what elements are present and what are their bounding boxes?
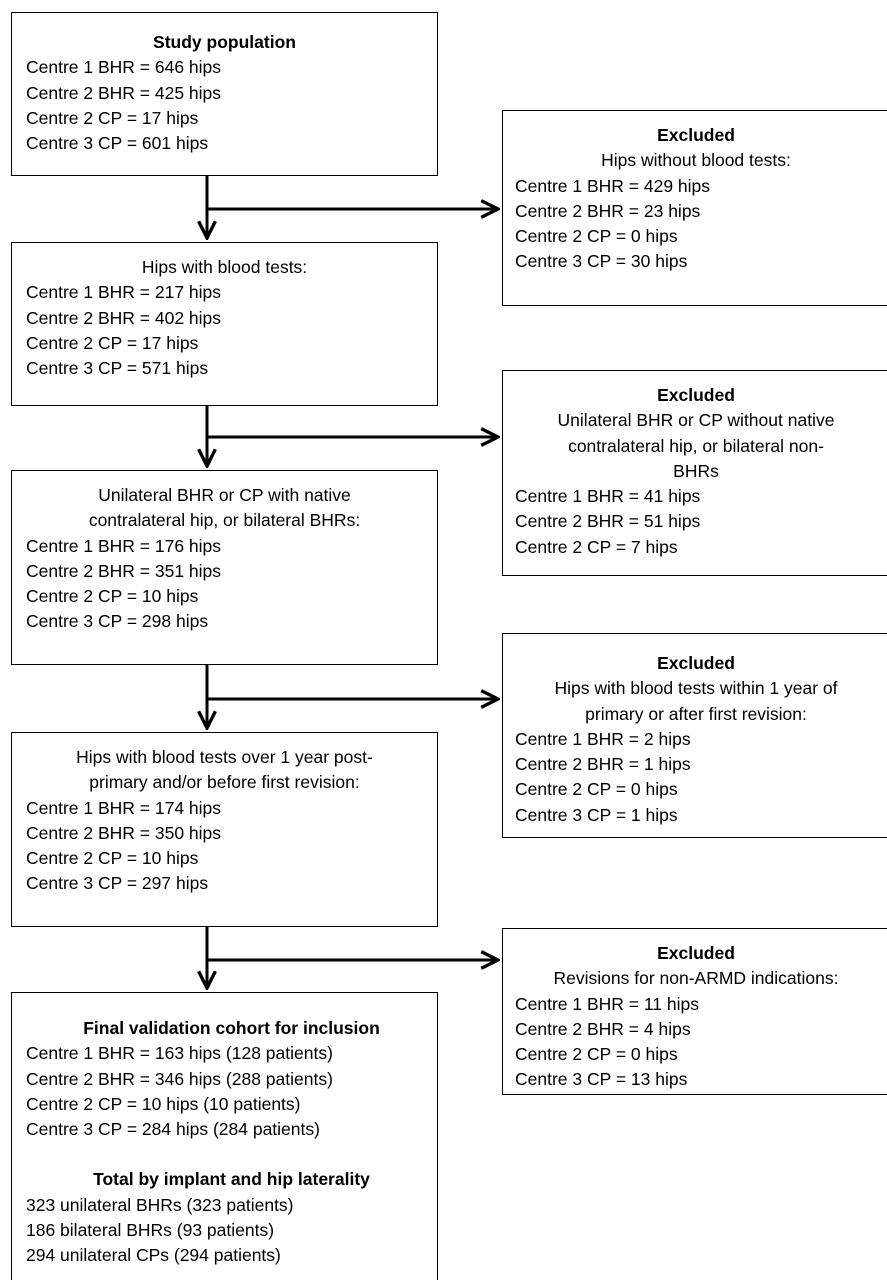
count-line: Centre 3 CP = 1 hips [515, 804, 678, 825]
final-cohort-box: Final validation cohort for inclusion Ce… [11, 992, 438, 1280]
count-line: Centre 3 CP = 297 hips [26, 873, 209, 894]
count-line: Centre 2 BHR = 351 hips [26, 560, 222, 581]
count-line: Centre 3 CP = 571 hips [26, 358, 209, 379]
box-title: Excluded [657, 125, 735, 145]
count-line: Centre 2 CP = 0 hips [515, 1044, 678, 1065]
count-line: Centre 2 CP = 0 hips [515, 779, 678, 800]
box-subtitle: Hips without blood tests: [601, 150, 791, 171]
count-line: Centre 2 BHR = 402 hips [26, 307, 222, 328]
excluded-within-one-year-box: Excluded Hips with blood tests within 1 … [502, 633, 887, 838]
box-title: primary and/or before first revision: [89, 772, 360, 793]
box-title: Hips with blood tests over 1 year post- [76, 747, 373, 767]
count-line: Centre 2 CP = 7 hips [515, 536, 678, 557]
count-line: Centre 2 CP = 10 hips [26, 586, 199, 607]
study-population-box: Study population Centre 1 BHR = 646 hips… [11, 12, 438, 176]
native-contralateral-box: Unilateral BHR or CP with native contral… [11, 470, 438, 665]
total-line: 294 unilateral CPs (294 patients) [26, 1245, 281, 1266]
box-title: Excluded [657, 653, 735, 673]
box-title: Excluded [657, 385, 735, 405]
blood-tests-box: Hips with blood tests: Centre 1 BHR = 21… [11, 242, 438, 406]
count-line: Centre 3 CP = 284 hips (284 patients) [26, 1119, 320, 1140]
excluded-no-native-contralateral-box: Excluded Unilateral BHR or CP without na… [502, 370, 887, 576]
count-line: Centre 1 BHR = 217 hips [26, 282, 222, 303]
count-line: Centre 2 BHR = 350 hips [26, 822, 222, 843]
count-line: Centre 1 BHR = 174 hips [26, 797, 222, 818]
count-line: Centre 2 CP = 17 hips [26, 332, 199, 353]
count-line: Centre 2 BHR = 23 hips [515, 200, 701, 221]
count-line: Centre 2 BHR = 51 hips [515, 511, 701, 532]
over-one-year-box: Hips with blood tests over 1 year post- … [11, 732, 438, 927]
box-subtitle: Hips with blood tests within 1 year of [554, 678, 838, 699]
total-line: 186 bilateral BHRs (93 patients) [26, 1220, 275, 1241]
count-line: Centre 1 BHR = 163 hips (128 patients) [26, 1043, 333, 1064]
count-line: Centre 1 BHR = 176 hips [26, 535, 222, 556]
box-title: Final validation cohort for inclusion [83, 1018, 380, 1038]
count-line: Centre 1 BHR = 41 hips [515, 486, 701, 507]
box-subtitle: contralateral hip, or bilateral non- [568, 435, 824, 456]
count-line: Centre 3 CP = 30 hips [515, 251, 688, 272]
count-line: Centre 1 BHR = 646 hips [26, 57, 222, 78]
count-line: Centre 3 CP = 13 hips [515, 1069, 688, 1090]
box-title: contralateral hip, or bilateral BHRs: [88, 510, 361, 531]
box-subtitle: primary or after first revision: [585, 703, 807, 724]
count-line: Centre 2 CP = 0 hips [515, 226, 678, 247]
count-line: Centre 3 CP = 298 hips [26, 611, 209, 632]
box-subtitle: Unilateral BHR or CP without native [557, 410, 835, 431]
count-line: Centre 2 BHR = 425 hips [26, 82, 222, 103]
count-line: Centre 2 CP = 10 hips [26, 848, 199, 869]
count-line: Centre 1 BHR = 429 hips [515, 175, 711, 196]
excluded-non-armd-box: Excluded Revisions for non-ARMD indicati… [502, 928, 887, 1095]
box-title: Hips with blood tests: [141, 257, 308, 277]
count-line: Centre 2 BHR = 1 hips [515, 754, 691, 775]
count-line: Centre 1 BHR = 2 hips [515, 728, 691, 749]
box-subtitle: Total by implant and hip laterality [93, 1169, 370, 1190]
excluded-no-blood-tests-box: Excluded Hips without blood tests: Centr… [502, 110, 887, 306]
count-line: Centre 2 BHR = 4 hips [515, 1018, 691, 1039]
count-line: Centre 1 BHR = 11 hips [515, 993, 700, 1014]
count-line: Centre 3 CP = 601 hips [26, 133, 209, 154]
total-line: 323 unilateral BHRs (323 patients) [26, 1194, 294, 1215]
box-subtitle: Revisions for non-ARMD indications: [553, 968, 839, 989]
box-title: Unilateral BHR or CP with native [98, 485, 351, 505]
box-subtitle: BHRs [673, 460, 719, 481]
box-title: Excluded [657, 943, 735, 963]
box-title: Study population [153, 32, 296, 52]
count-line: Centre 2 CP = 17 hips [26, 107, 199, 128]
count-line: Centre 2 CP = 10 hips (10 patients) [26, 1093, 301, 1114]
count-line: Centre 2 BHR = 346 hips (288 patients) [26, 1068, 333, 1089]
